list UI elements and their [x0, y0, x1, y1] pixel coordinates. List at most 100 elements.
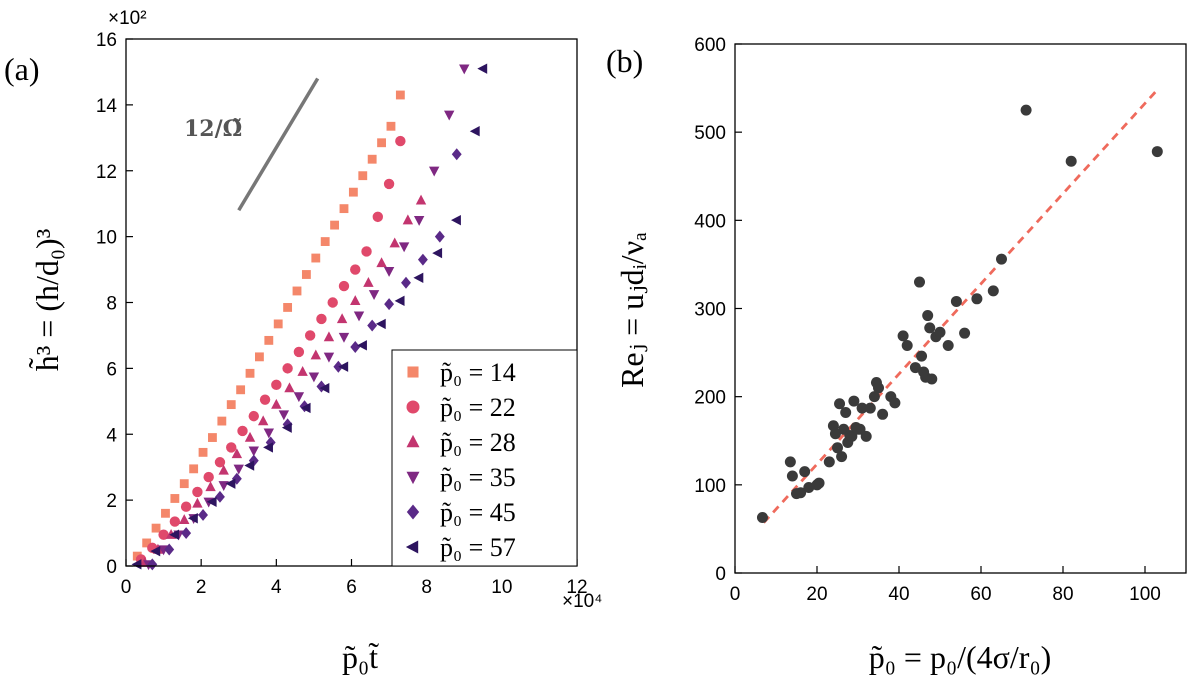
data-point-square	[348, 187, 358, 197]
data-point-circle	[338, 280, 350, 292]
data-point-circle	[829, 428, 841, 440]
data-point-triangle-down	[368, 290, 380, 300]
data-point-triangle-up	[284, 382, 295, 393]
data-point-circle	[914, 276, 925, 288]
x-tick-label: 100	[1129, 584, 1161, 605]
data-point-triangle-left	[432, 247, 443, 259]
x-tick-label: 2	[196, 577, 207, 598]
data-point-circle	[158, 529, 169, 540]
data-point-square	[386, 121, 396, 131]
data-point-diamond	[147, 558, 158, 571]
data-point-circle	[395, 135, 406, 147]
data-point-circle	[823, 456, 835, 468]
x-tick-label: 12	[566, 577, 587, 598]
a-data-points	[131, 63, 488, 571]
data-point-circle	[942, 340, 954, 352]
data-point-square	[273, 319, 283, 329]
data-point-diamond	[384, 298, 395, 311]
slope-annotation: 12/Ω̃	[184, 116, 242, 142]
data-point-triangle-left	[394, 295, 405, 307]
data-point-triangle-down	[263, 428, 275, 439]
data-point-circle	[259, 394, 271, 405]
data-point-triangle-left	[451, 214, 461, 226]
data-point-circle	[877, 408, 889, 420]
data-point-square	[320, 237, 330, 246]
data-point-circle	[813, 477, 825, 489]
data-point-triangle-up	[179, 514, 190, 525]
data-point-circle	[1151, 146, 1163, 158]
data-point-circle	[799, 466, 811, 478]
legend-marker-triangle-up	[406, 434, 420, 448]
data-point-circle	[248, 410, 259, 422]
y-tick-label: 14	[96, 96, 118, 117]
data-point-triangle-left	[413, 272, 424, 283]
x-tick-label: 40	[888, 584, 909, 605]
data-point-triangle-left	[225, 478, 236, 489]
data-point-diamond	[451, 148, 462, 161]
x-axis-label-a: p̃₀t̃	[342, 639, 379, 675]
y-tick-label: 300	[694, 300, 726, 321]
y-tick-label: 16	[96, 30, 117, 51]
data-point-triangle-left	[300, 402, 311, 414]
y-tick-label: 0	[106, 557, 117, 578]
y-tick-label: 6	[106, 359, 117, 380]
y-axis-label-a: h̃³ = (h/d₀)³	[29, 229, 65, 372]
data-point-triangle-down	[398, 242, 410, 253]
x-tick-label: 6	[346, 577, 357, 598]
data-point-triangle-up	[363, 277, 374, 287]
data-point-triangle-up	[336, 313, 348, 324]
data-point-circle	[916, 350, 928, 362]
data-point-triangle-up	[297, 365, 308, 376]
data-point-circle	[293, 346, 305, 358]
data-point-circle	[1065, 155, 1077, 167]
panel-a: (a) 12/Ω̃ 0 2 4 6 8 10 12 0 2 4 6 8 10 12 14 16 ×10² ×1…	[4, 8, 602, 675]
fit-line-dashed	[762, 88, 1159, 524]
data-point-circle	[950, 295, 962, 307]
panel-b: (b) 0 20 40 60 80 100 0 100 200 300 400 500 600 p̃₀ …	[606, 35, 1187, 675]
data-point-circle	[350, 264, 361, 275]
slope-indicator	[237, 77, 320, 212]
y-tick-label: 0	[715, 564, 726, 585]
data-point-circle	[996, 253, 1007, 265]
y-multiplier-a: ×10²	[108, 8, 147, 29]
data-point-circle	[226, 442, 237, 453]
data-point-square	[179, 479, 189, 489]
data-point-circle	[192, 486, 203, 498]
data-point-circle	[795, 487, 807, 499]
data-point-triangle-up	[323, 331, 335, 342]
data-point-circle	[383, 178, 395, 190]
x-tick-label: 60	[970, 584, 991, 605]
data-point-circle	[316, 313, 327, 325]
legend-marker-triangle-left	[405, 540, 419, 554]
data-point-triangle-down	[428, 166, 440, 177]
data-point-triangle-down	[459, 64, 470, 75]
data-point-circle	[889, 397, 901, 409]
data-point-square	[311, 253, 321, 263]
data-point-triangle-left	[244, 460, 255, 471]
legend-label-45: p̃₀ = 45	[440, 498, 516, 527]
data-point-triangle-left	[281, 422, 292, 433]
data-point-triangle-left	[131, 559, 142, 570]
data-point-circle	[959, 327, 971, 339]
y-tick-label: 100	[694, 476, 726, 497]
x-axis-label-b: p̃₀ = p₀/(4σ/r₀)	[869, 639, 1052, 675]
data-point-triangle-down	[293, 392, 305, 403]
data-point-circle	[834, 398, 846, 410]
data-point-triangle-down	[308, 372, 320, 383]
data-point-diamond	[282, 418, 293, 431]
data-point-triangle-left	[187, 513, 198, 524]
y-tick-label: 500	[694, 123, 726, 144]
data-point-circle	[304, 330, 316, 341]
data-point-circle	[169, 516, 181, 527]
data-point-triangle-down	[248, 446, 259, 457]
y-tick-label: 2	[106, 491, 117, 512]
data-point-circle	[864, 402, 876, 414]
data-point-triangle-left	[375, 318, 386, 330]
data-point-triangle-left	[338, 361, 349, 372]
data-point-triangle-left	[469, 126, 480, 137]
x-multiplier-a: ×10⁴	[562, 591, 602, 612]
x-tick-label: 0	[121, 577, 132, 598]
data-point-circle	[786, 470, 798, 482]
data-point-circle	[271, 379, 282, 391]
data-point-circle	[897, 330, 909, 342]
